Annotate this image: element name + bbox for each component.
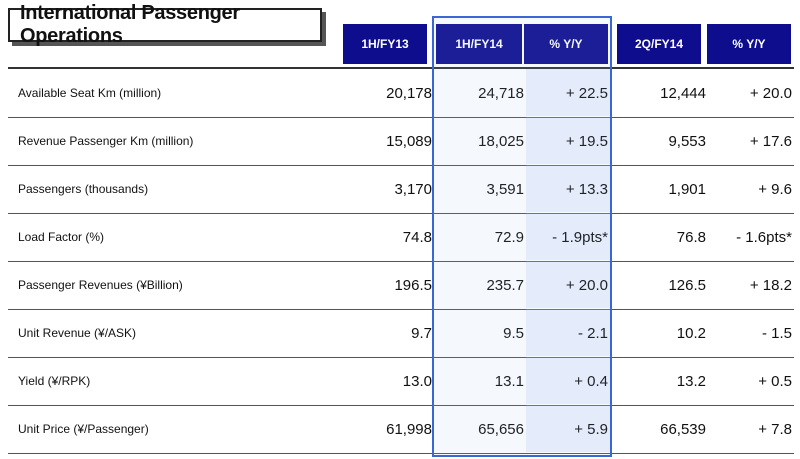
highlight-cell <box>526 309 612 356</box>
value-yy-2q: - 1.5 <box>761 324 792 342</box>
value-yy-2q: + 7.8 <box>758 420 792 438</box>
table-row: Revenue Passenger Km (million) 15,089 18… <box>8 117 794 166</box>
value-yy-2q: + 9.6 <box>758 180 792 198</box>
value-1h-fy13: 15,089 <box>386 132 432 150</box>
value-yy-1h: + 22.5 <box>565 84 608 102</box>
value-2q-fy14: 126.5 <box>668 276 706 294</box>
value-1h-fy14: 24,718 <box>478 84 524 102</box>
row-label: Load Factor (%) <box>18 230 105 244</box>
value-yy-2q: + 17.6 <box>749 132 792 150</box>
highlight-cell <box>526 405 612 452</box>
row-label: Passenger Revenues (¥Billion) <box>18 278 183 292</box>
value-1h-fy13: 74.8 <box>402 228 432 246</box>
row-label: Unit Revenue (¥/ASK) <box>18 326 137 340</box>
value-1h-fy14: 13.1 <box>494 372 524 390</box>
value-2q-fy14: 12,444 <box>660 84 706 102</box>
table-row: Yield (¥/RPK) 13.0 13.1 + 0.4 13.2 + 0.5 <box>8 357 794 406</box>
table-row: Load Factor (%) 74.8 72.9 - 1.9pts* 76.8… <box>8 213 794 262</box>
value-1h-fy13: 196.5 <box>394 276 432 294</box>
value-1h-fy13: 61,998 <box>386 420 432 438</box>
highlight-cell <box>526 357 612 404</box>
value-2q-fy14: 76.8 <box>676 228 706 246</box>
value-2q-fy14: 1,901 <box>668 180 706 198</box>
header-1h-fy13: 1H/FY13 <box>343 24 427 64</box>
value-2q-fy14: 66,539 <box>660 420 706 438</box>
value-yy-1h: + 5.9 <box>574 420 608 438</box>
value-2q-fy14: 13.2 <box>676 372 706 390</box>
value-yy-1h: - 2.1 <box>577 324 608 342</box>
row-label: Passengers (thousands) <box>18 182 149 196</box>
value-yy-2q: + 0.5 <box>758 372 792 390</box>
value-yy-1h: + 13.3 <box>565 180 608 198</box>
value-yy-2q: - 1.6pts* <box>736 228 792 246</box>
value-1h-fy14: 235.7 <box>486 276 524 294</box>
value-1h-fy14: 3,591 <box>486 180 524 198</box>
value-1h-fy13: 3,170 <box>394 180 432 198</box>
highlight-cell <box>526 117 612 164</box>
header-1h-fy14: 1H/FY14 <box>436 24 522 64</box>
header-yy-2q: % Y/Y <box>707 24 791 64</box>
value-yy-2q: + 18.2 <box>749 276 792 294</box>
value-yy-1h: + 0.4 <box>574 372 608 390</box>
value-yy-1h: + 19.5 <box>565 132 608 150</box>
table-row: Passenger Revenues (¥Billion) 196.5 235.… <box>8 261 794 310</box>
value-1h-fy14: 72.9 <box>494 228 524 246</box>
value-1h-fy13: 9.7 <box>411 324 432 342</box>
value-1h-fy13: 13.0 <box>402 372 432 390</box>
value-yy-1h: + 20.0 <box>565 276 608 294</box>
page-title: International Passenger Operations <box>8 2 322 47</box>
row-label: Unit Price (¥/Passenger) <box>18 422 149 436</box>
table-row: Available Seat Km (million) 20,178 24,71… <box>8 69 794 118</box>
table-row: Unit Revenue (¥/ASK) 9.7 9.5 - 2.1 10.2 … <box>8 309 794 358</box>
highlight-cell <box>526 213 612 260</box>
table-top-rule <box>8 67 794 69</box>
value-2q-fy14: 9,553 <box>668 132 706 150</box>
highlight-frame <box>432 16 612 457</box>
value-1h-fy14: 18,025 <box>478 132 524 150</box>
table-row: Unit Price (¥/Passenger) 61,998 65,656 +… <box>8 405 794 454</box>
value-1h-fy13: 20,178 <box>386 84 432 102</box>
highlight-cell <box>526 165 612 212</box>
header-2q-fy14: 2Q/FY14 <box>617 24 701 64</box>
value-1h-fy14: 9.5 <box>503 324 524 342</box>
value-1h-fy14: 65,656 <box>478 420 524 438</box>
highlight-cell <box>526 261 612 308</box>
header-yy-1h: % Y/Y <box>524 24 608 64</box>
row-label: Yield (¥/RPK) <box>18 374 91 388</box>
row-label: Revenue Passenger Km (million) <box>18 134 194 148</box>
value-yy-1h: - 1.9pts* <box>552 228 608 246</box>
value-2q-fy14: 10.2 <box>676 324 706 342</box>
highlight-cell <box>526 69 612 116</box>
value-yy-2q: + 20.0 <box>749 84 792 102</box>
row-label: Available Seat Km (million) <box>18 86 162 100</box>
table-row: Passengers (thousands) 3,170 3,591 + 13.… <box>8 165 794 214</box>
